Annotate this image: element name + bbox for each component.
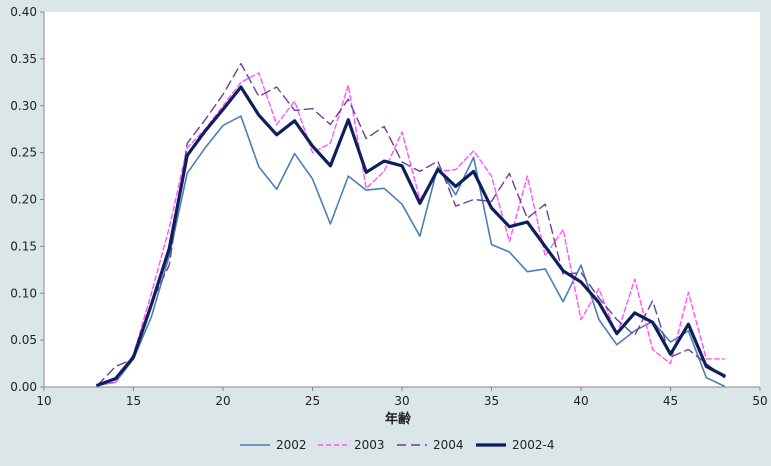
series-line-2002	[96, 115, 726, 387]
y-tick-label: 0.35	[10, 52, 37, 66]
axes: 0.00 0.05 0.10 0.15 0.20 0.25 0.30 0.35 0.40 10 15…	[10, 5, 767, 427]
plot-background	[44, 12, 760, 387]
x-tick-label: 50	[752, 394, 767, 408]
x-tick-label: 25	[305, 394, 320, 408]
x-tick-label: 15	[126, 394, 141, 408]
x-tick-label: 10	[36, 394, 51, 408]
y-tick-label: 0.05	[10, 333, 37, 347]
x-tick-label: 35	[484, 394, 499, 408]
y-tick-label: 0.25	[10, 146, 37, 160]
y-tick-label: 0.15	[10, 239, 37, 253]
series-line-2004	[96, 62, 725, 386]
x-tick-label: 45	[663, 394, 678, 408]
y-tick-label: 0.20	[10, 193, 37, 207]
legend-label-2004: 2004	[433, 438, 464, 452]
legend-label-2002: 2002	[276, 438, 307, 452]
legend-label-2002-4: 2002-4	[512, 438, 555, 452]
y-tick-label: 0.00	[10, 380, 37, 394]
series-line-2002-4	[96, 85, 726, 387]
y-tick-label: 0.10	[10, 286, 37, 300]
legend: 2002 2003 2004 2002-4	[240, 438, 555, 452]
x-tick-label: 30	[394, 394, 409, 408]
legend-label-2003: 2003	[354, 438, 385, 452]
x-axis-title: 年齢	[385, 411, 412, 427]
series-line-2003	[96, 72, 725, 386]
y-tick-label: 0.40	[10, 5, 37, 19]
x-tick-label: 20	[215, 394, 230, 408]
y-tick-label: 0.30	[10, 99, 37, 113]
x-tick-label: 40	[573, 394, 588, 408]
series-lines	[96, 62, 726, 387]
